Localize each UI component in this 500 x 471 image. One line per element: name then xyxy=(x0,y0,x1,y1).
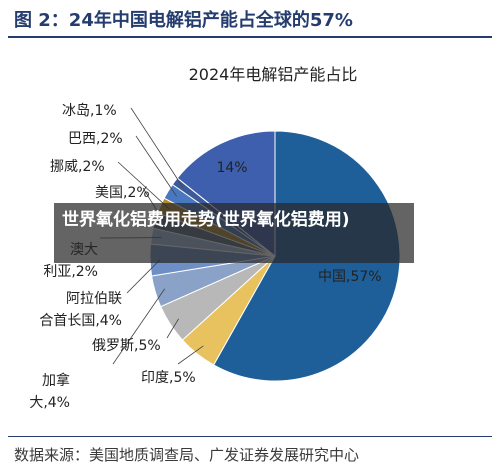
slice-label: 巴西,2% xyxy=(68,131,123,147)
leader-line xyxy=(130,107,184,188)
leader-line xyxy=(135,135,177,197)
leader-line xyxy=(117,161,171,210)
figure-title: 图 2：24年中国电解铝产能占全球的57% xyxy=(14,10,353,31)
leader-line xyxy=(166,318,179,339)
leader-line xyxy=(126,259,161,294)
slice-label: 俄罗斯,5% xyxy=(92,338,161,354)
leader-line xyxy=(112,288,166,365)
title-rule xyxy=(8,36,492,38)
slice-label: 加拿大,4% xyxy=(29,372,70,411)
slice-label: 印度,5% xyxy=(141,370,196,386)
slice-label: 阿拉伯联合首长国,4% xyxy=(39,291,122,329)
overlay-banner: 世界氧化铝费用走势(世界氧化铝费用) xyxy=(54,203,414,263)
slice-label: 冰岛,1% xyxy=(62,103,117,119)
source-note: 数据来源：美国地质调查局、广发证券发展研究中心 xyxy=(14,446,360,464)
chart-title: 2024年电解铝产能占比 xyxy=(189,65,358,84)
leader-line xyxy=(177,345,204,365)
slice-label: 挪威,2% xyxy=(50,159,105,175)
slice-label: 中国,57% xyxy=(318,269,382,285)
footer-rule xyxy=(8,436,492,437)
slice-label: 美国,2% xyxy=(95,185,150,201)
overlay-banner-text: 世界氧化铝费用走势(世界氧化铝费用) xyxy=(62,210,350,230)
slice-label: 14% xyxy=(216,160,247,176)
